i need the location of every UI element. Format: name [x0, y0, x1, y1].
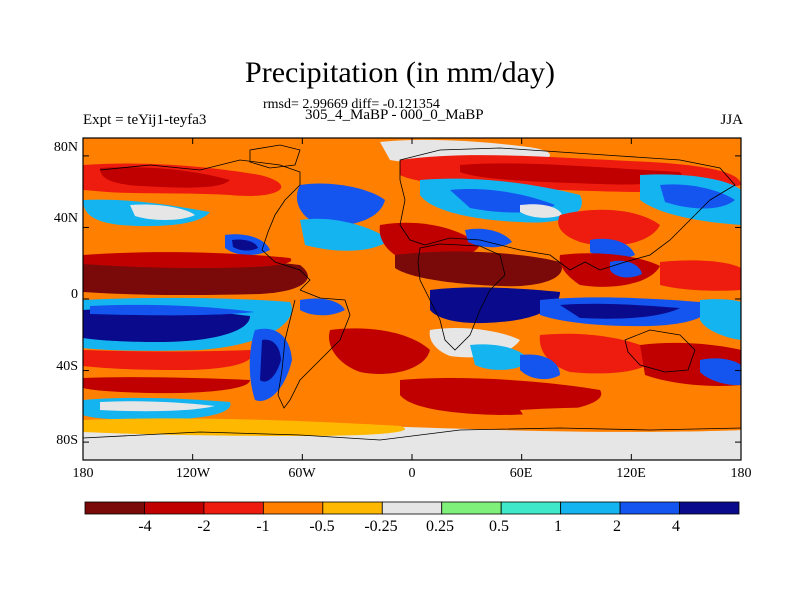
coastline-africa	[417, 243, 506, 351]
field-region-wpac-red	[660, 260, 741, 291]
field-region-atl-africa-navy	[430, 287, 560, 324]
field-region-spac-red-band	[83, 350, 252, 370]
field-region-africa-south-cyan	[470, 344, 530, 370]
colorbar-label: 0.5	[489, 518, 509, 535]
period-difference-label: 305_4_MaBP - 000_0_MaBP	[305, 107, 484, 123]
x-tick-label: 180	[72, 466, 94, 481]
colorbar-label: 1	[554, 518, 562, 535]
field-region-antarctic-orange	[520, 407, 741, 431]
field-region-madagascar-blue	[520, 354, 560, 380]
field-region-antarctic-yellow	[83, 418, 406, 436]
colorbar	[84, 501, 740, 515]
rmsd-diff-stats: rmsd= 2.99669 diff= -0.121354	[263, 97, 440, 112]
x-tick-label: 0	[408, 466, 416, 481]
colorbar-swatch	[322, 501, 383, 515]
coastlines	[83, 144, 741, 441]
field-region-eurasia-dark	[460, 163, 682, 185]
x-tick-label: 60E	[509, 466, 533, 481]
colorbar-label: -2	[197, 518, 211, 535]
coastline-antarctica	[83, 427, 741, 441]
field-region-spac-darkred	[83, 377, 250, 394]
coastline-greenland	[249, 144, 301, 169]
field-region-sio-darkred	[400, 378, 602, 415]
x-tick-label: 120W	[175, 466, 211, 481]
y-tick-label: 80N	[53, 140, 78, 155]
colorbar-swatch	[262, 501, 324, 515]
x-tick-label: 120E	[616, 466, 646, 481]
colorbar-swatch	[500, 501, 562, 515]
axis-ticks	[82, 138, 742, 460]
coastline-australia	[624, 329, 696, 373]
field-layer	[83, 138, 741, 460]
field-region-indian-navy	[560, 303, 680, 319]
chart-title: Precipitation (in mm/day)	[245, 56, 555, 89]
colorbar-swatch	[560, 501, 621, 515]
colorbar-swatch	[381, 501, 443, 515]
field-region-nepac-blue	[660, 184, 735, 209]
field-region-tasman-blue	[700, 358, 741, 386]
y-tick-label: 40N	[53, 211, 78, 226]
colorbar-swatch	[144, 501, 205, 515]
field-region-sio-red	[539, 333, 660, 374]
field-region-africa-tropical-dark	[395, 251, 562, 287]
colorbar-swatch	[619, 501, 680, 515]
colorbar-label: -0.5	[309, 518, 335, 535]
field-region-npac-grey	[130, 204, 195, 220]
field-region-satl-red	[329, 328, 430, 374]
coastline-north-america	[99, 159, 311, 291]
y-tick-label: 0	[71, 287, 78, 302]
field-region-npac-tropical-red	[83, 252, 292, 268]
field-region-spac-navy	[83, 308, 250, 342]
colorbar-label: -4	[138, 518, 152, 535]
field-region-patagonia-navy	[260, 339, 281, 382]
colorbar-label: 4	[672, 518, 680, 535]
field-region-nam-west-navy	[232, 239, 258, 251]
colorbar-swatch	[203, 501, 264, 515]
colorbar-label: 2	[613, 518, 621, 535]
field-region-india-red	[559, 253, 660, 287]
colorbar-swatch	[679, 501, 740, 515]
field-region-npac-tropical-dark	[83, 258, 308, 296]
coastline-eurasia	[399, 147, 736, 271]
field-region-southern-ocean-grey	[100, 401, 215, 412]
field-region-europe-grey	[520, 204, 562, 218]
field-region-spac-blue	[90, 304, 255, 316]
field-region-mideast-blue	[465, 228, 512, 248]
field-region-swpac-cyan	[700, 299, 741, 340]
experiment-label: Expt = teYij1-teyfa3	[83, 112, 207, 128]
coastline-south-america	[277, 289, 351, 409]
field-region-natl-cyan	[300, 218, 390, 251]
field-region-nam-dark	[100, 167, 230, 188]
y-tick-label: 80S	[56, 433, 78, 448]
x-tick-label: 180	[730, 466, 752, 481]
field-region-samerica-blue	[300, 298, 345, 316]
field-region-asia-red	[558, 209, 660, 246]
x-tick-label: 60W	[288, 466, 316, 481]
field-region-bengal-blue	[610, 260, 642, 278]
season-label: JJA	[720, 112, 743, 128]
y-tick-label: 40S	[56, 359, 78, 374]
colorbar-swatch	[441, 501, 502, 515]
colorbar-label: -0.25	[364, 518, 398, 535]
colorbar-swatch	[84, 501, 145, 515]
colorbar-label: -1	[256, 518, 270, 535]
field-region-natl-blue	[296, 183, 385, 226]
colorbar-label: 0.25	[426, 518, 454, 535]
